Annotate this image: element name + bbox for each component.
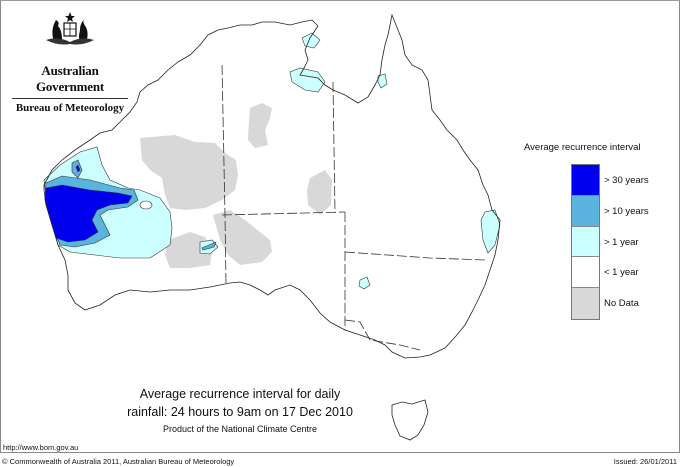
tasmania — [391, 399, 429, 441]
legend-title: Average recurrence interval — [524, 142, 641, 153]
legend-label: > 1 year — [604, 237, 639, 248]
rainfall-other — [289, 32, 501, 290]
bom-logo: Australian Government Bureau of Meteorol… — [8, 10, 132, 114]
legend-label: > 30 years — [604, 175, 649, 186]
issued-date: Issued: 26/01/2011 — [613, 457, 677, 466]
legend-swatch-no-data — [572, 288, 599, 319]
legend-swatch-over-30-years — [572, 165, 599, 196]
map-caption-line2: rainfall: 24 hours to 9am on 17 Dec 2010 — [127, 405, 353, 419]
map-caption-line1: Average recurrence interval for daily — [139, 387, 341, 401]
rainfall-wa — [43, 146, 219, 259]
legend-label: No Data — [604, 298, 639, 309]
map-caption-line3: Product of the National Climate Centre — [162, 424, 318, 434]
no-data-regions — [140, 103, 332, 268]
legend-swatch-under-1-year — [572, 257, 599, 289]
copyright-notice: © Commonwealth of Australia 2011, Austra… — [2, 457, 235, 466]
agency-name: Australian Government — [35, 63, 105, 94]
state-borders — [221, 64, 486, 351]
bureau-name: Bureau of Meteorology — [15, 102, 125, 114]
website-link[interactable]: http://www.bom.gov.au — [3, 443, 79, 452]
legend-swatch-over-1-year — [572, 226, 599, 258]
legend-swatch-over-10-years — [572, 195, 599, 227]
legend-swatches — [571, 164, 600, 320]
coat-of-arms-icon — [46, 12, 94, 45]
coastline — [43, 13, 501, 359]
logo-divider — [12, 98, 128, 99]
legend-label: > 10 years — [604, 206, 649, 217]
australia-map — [43, 13, 501, 441]
legend-label: < 1 year — [604, 267, 639, 278]
